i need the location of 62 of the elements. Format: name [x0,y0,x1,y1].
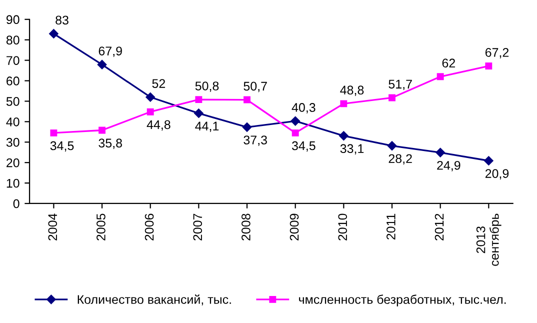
point [195,96,202,104]
data-label: 35,8 [98,138,122,149]
data-label: 48,8 [340,86,364,96]
y-tick-label: 40 [6,117,20,126]
data-label: 24,9 [437,160,460,172]
point [292,129,299,136]
data-label: 62 [442,58,455,68]
data-label: 20,9 [485,169,509,180]
point [146,92,155,102]
x-tick-label: 2007 [193,214,202,240]
data-label: 83 [56,16,68,25]
x-tick-label: 2012 [434,214,444,240]
data-label: 50,7 [244,82,267,92]
x-tick-label: 2004 [48,214,58,240]
point [98,126,106,134]
y-tick-label: 10 [6,178,20,188]
data-label: 33,1 [340,144,364,154]
point [50,129,58,136]
data-label: 34,5 [50,141,74,152]
x-tick-label: 2010 [338,214,348,240]
y-tick-label: 50 [6,97,20,106]
point [436,148,445,158]
data-label: 44,8 [146,120,170,131]
point [97,60,107,70]
y-tick-label: 20 [6,158,20,168]
x-tick-label: 2008 [242,214,250,240]
point [244,96,250,104]
point [387,141,397,150]
point [388,94,396,102]
legend-label: чмсленность безработных, тыс.чел. [299,294,506,306]
data-label: 28,2 [388,154,412,165]
data-label: 67,9 [98,46,122,57]
point [194,108,204,118]
y-tick-label: 30 [6,138,20,147]
point [340,100,348,108]
data-label: 50,8 [195,82,219,92]
point [146,108,154,116]
legend-label: Количество вакансий, тыс. [78,294,231,306]
y-tick-label: 60 [6,76,20,86]
point [436,73,444,80]
x-tick-label: 2005 [96,214,106,240]
y-tick-label: 80 [6,36,20,44]
point [242,122,252,132]
data-label: 51,7 [388,80,412,90]
y-tick-label: 70 [6,56,20,65]
data-label: 52 [152,79,166,88]
point [339,131,348,140]
x-tick-label: 2009 [290,214,299,240]
x-tick-label: 2013 сентябрь [476,214,502,266]
data-label: 40,3 [292,103,316,114]
y-tick-label: 90 [6,15,20,24]
data-label: 34,5 [292,141,316,152]
point [484,156,494,166]
point [485,62,492,70]
x-tick-label: 2011 [386,214,396,240]
data-label: 44,1 [195,122,219,132]
data-label: 37,3 [244,136,267,146]
point [290,116,300,126]
x-tick-label: 2006 [144,214,154,240]
data-label: 67,2 [485,48,509,58]
point [49,29,58,38]
y-tick-label: 0 [13,199,20,208]
